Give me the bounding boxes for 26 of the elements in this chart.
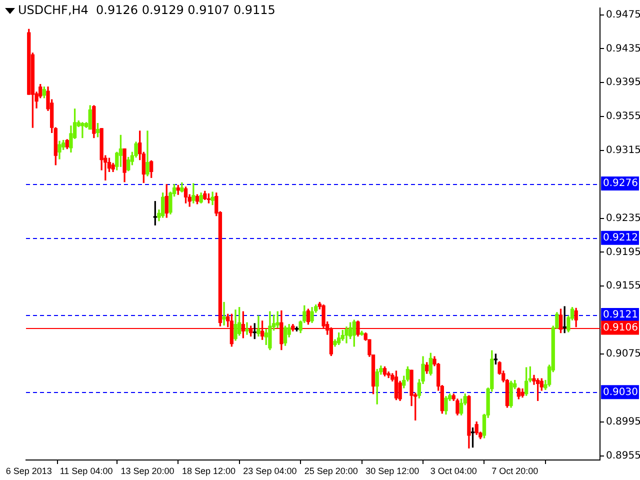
y-tick-label: 0.9475 [606,9,640,20]
y-tick-label: 0.9315 [606,145,640,156]
y-tick-label: 0.8955 [606,450,640,462]
ref-line-label: 0.9276 [603,178,638,190]
y-tick-label: 0.9355 [606,111,640,122]
y-tick-label: 0.9235 [606,212,640,224]
ref-line-label: 0.9212 [603,232,638,244]
x-tick-label: 11 Sep 04:00 [60,466,113,476]
x-tick-label: 13 Sep 20:00 [120,466,174,476]
x-tick-label: 6 Sep 2013 [6,466,52,476]
chart-title: USDCHF,H4 0.9126 0.9129 0.9107 0.9115 [18,3,276,17]
y-tick-label: 0.9195 [606,246,640,258]
ref-line-label: 0.9106 [603,322,638,334]
y-tick-label: 0.9075 [606,348,640,360]
x-tick-label: 18 Sep 12:00 [182,466,236,476]
x-tick-label: 3 Oct 04:00 [430,466,477,476]
y-tick-label: 0.9435 [606,43,640,54]
x-tick-label: 23 Sep 04:00 [243,466,297,476]
y-tick-label: 0.9155 [606,280,640,292]
x-tick-label: 7 Oct 20:00 [492,466,538,476]
ref-line-label: 0.9121 [603,310,638,321]
x-tick-label: 30 Sep 12:00 [366,466,420,476]
y-tick-label: 0.8995 [606,416,640,428]
ref-line-label: 0.9030 [603,386,638,398]
x-tick-label: 25 Sep 20:00 [304,466,358,476]
y-tick-label: 0.9395 [606,77,640,88]
